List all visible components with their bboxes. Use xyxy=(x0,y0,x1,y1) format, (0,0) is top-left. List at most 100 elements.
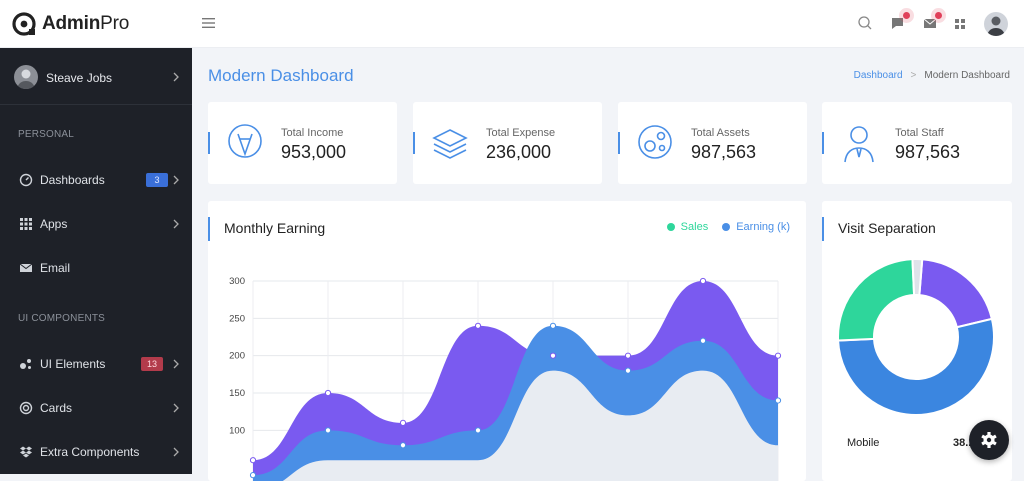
pencil-badge-icon xyxy=(228,124,262,158)
sidebar-item-email[interactable]: Email xyxy=(0,253,192,283)
mail-icon[interactable] xyxy=(921,12,942,32)
sidebar-item-label: Extra Components xyxy=(40,445,140,459)
donut-slice[interactable] xyxy=(837,258,916,342)
y-tick-label: 200 xyxy=(229,351,245,362)
data-point[interactable] xyxy=(399,419,407,426)
data-point[interactable] xyxy=(549,352,557,359)
stat-label: Total Expense xyxy=(486,127,556,139)
sidebar-item-dashboards[interactable]: Dashboards 3 xyxy=(0,165,192,195)
stat-label: Total Staff xyxy=(895,127,944,139)
avatar xyxy=(14,65,38,89)
settings-button[interactable] xyxy=(969,420,1009,460)
data-point[interactable] xyxy=(474,427,482,434)
data-point[interactable] xyxy=(324,389,332,397)
chevron-right-icon xyxy=(173,359,179,369)
chevron-right-icon xyxy=(173,403,179,413)
staff-icon xyxy=(844,126,874,163)
data-point[interactable] xyxy=(549,322,557,329)
legend-swatch xyxy=(722,223,731,231)
section-label-personal: PERSONAL xyxy=(18,129,75,140)
legend-label: Sales xyxy=(680,221,709,233)
stat-value: 236,000 xyxy=(486,142,552,162)
user-avatar[interactable] xyxy=(984,12,1008,36)
stat-value: 987,563 xyxy=(691,142,757,162)
stat-card-income: Total Income 953,000 xyxy=(208,102,397,184)
area-series-2 xyxy=(282,370,778,481)
sidebar-item-label: UI Elements xyxy=(40,357,106,371)
brand[interactable]: AdminPro xyxy=(12,12,129,36)
apps-grid-icon[interactable] xyxy=(951,14,969,32)
dropbox-icon xyxy=(20,446,32,458)
count-badge: 3 xyxy=(146,173,168,187)
sidebar: Steave Jobs PERSONAL Dashboards 3 Apps E… xyxy=(0,48,192,474)
notification-dot xyxy=(903,12,910,19)
top-bar: AdminPro xyxy=(0,0,1024,48)
gear-icon xyxy=(981,432,997,448)
data-point[interactable] xyxy=(399,442,407,449)
data-point[interactable] xyxy=(249,457,257,464)
chevron-right-icon xyxy=(173,72,179,82)
breadcrumb-link-dashboard[interactable]: Dashboard xyxy=(853,70,903,81)
y-tick-label: 300 xyxy=(229,276,245,287)
y-tick-label: 100 xyxy=(229,425,245,436)
card-accent xyxy=(208,217,210,241)
data-point[interactable] xyxy=(699,277,707,285)
chart-legend: Sales Earning (k) xyxy=(666,221,790,233)
data-point[interactable] xyxy=(699,337,707,344)
stat-label: Total Assets xyxy=(691,127,750,139)
donut-slice[interactable] xyxy=(918,258,994,329)
hamburger-icon[interactable] xyxy=(202,17,215,29)
assets-icon xyxy=(638,125,672,159)
user-name: Steave Jobs xyxy=(46,71,113,85)
stat-card-assets: Total Assets 987,563 xyxy=(618,102,807,184)
panel-title: Visit Separation xyxy=(838,220,936,236)
breadcrumb-current: Modern Dashboard xyxy=(924,70,1010,81)
donut-slice[interactable] xyxy=(837,317,995,416)
data-point[interactable] xyxy=(624,352,632,359)
data-point[interactable] xyxy=(249,472,257,479)
sidebar-item-cards[interactable]: Cards xyxy=(0,393,192,423)
section-label-ui-components: UI COMPONENTS xyxy=(18,313,106,324)
data-point[interactable] xyxy=(474,322,482,329)
breadcrumb: Dashboard > Modern Dashboard xyxy=(854,70,1010,81)
dashboard-icon xyxy=(19,173,33,187)
sidebar-item-ui-elements[interactable]: UI Elements 13 xyxy=(0,349,192,379)
visit-row-label: Mobile xyxy=(847,437,880,449)
donut-slice[interactable] xyxy=(911,258,924,297)
legend-swatch xyxy=(666,223,675,231)
chevron-right-icon xyxy=(173,175,179,185)
layers-icon xyxy=(432,129,468,159)
data-point[interactable] xyxy=(774,397,782,404)
chat-icon[interactable] xyxy=(889,12,910,32)
notification-dot xyxy=(935,12,942,19)
brand-name: AdminPro xyxy=(42,13,130,34)
ui-elements-icon xyxy=(20,359,31,369)
legend-item-sales[interactable]: Sales xyxy=(666,221,709,233)
stat-value: 987,563 xyxy=(895,142,961,162)
brand-logo-icon xyxy=(12,12,36,36)
legend-item-earning[interactable]: Earning (k) xyxy=(722,221,790,233)
cards-icon xyxy=(19,401,33,415)
search-icon[interactable] xyxy=(856,14,874,32)
y-tick-label: 250 xyxy=(229,313,245,324)
breadcrumb-separator: > xyxy=(910,70,917,81)
y-tick-label: 150 xyxy=(229,388,245,399)
sidebar-item-extra-components[interactable]: Extra Components xyxy=(0,437,192,467)
chevron-right-icon xyxy=(173,447,179,457)
card-accent xyxy=(822,217,824,241)
card-accent xyxy=(618,132,620,154)
visit-separation-donut xyxy=(837,258,995,416)
count-badge: 13 xyxy=(141,357,164,371)
monthly-earning-panel: Monthly Earning Sales Earning (k) 300 250… xyxy=(208,201,806,481)
data-point[interactable] xyxy=(324,427,332,434)
page-title: Modern Dashboard xyxy=(208,66,354,85)
data-point[interactable] xyxy=(774,352,782,359)
card-accent xyxy=(822,132,824,154)
sidebar-user[interactable]: Steave Jobs xyxy=(0,48,192,105)
sidebar-item-apps[interactable]: Apps xyxy=(0,209,192,239)
sidebar-item-label: Dashboards xyxy=(40,173,105,187)
stat-label: Total Income xyxy=(281,127,344,139)
stat-card-expense: Total Expense 236,000 xyxy=(413,102,602,184)
data-point[interactable] xyxy=(624,367,632,374)
card-accent xyxy=(208,132,210,154)
